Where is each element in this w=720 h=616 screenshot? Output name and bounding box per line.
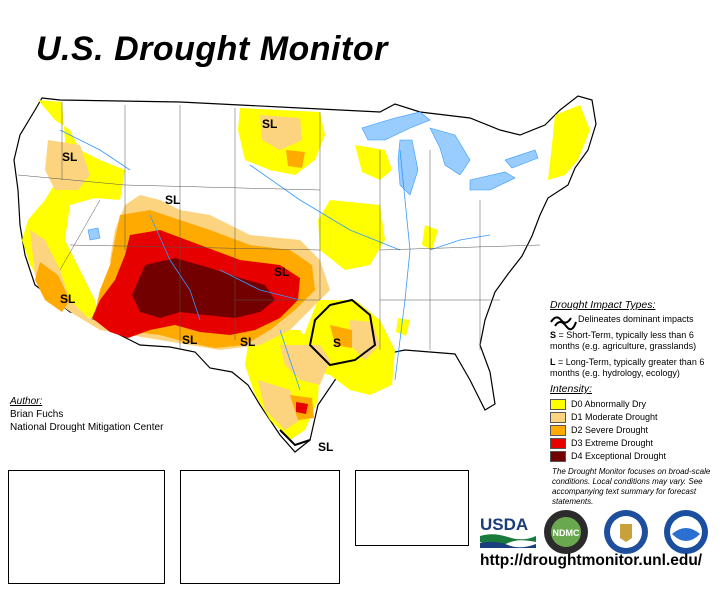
label-d1: D1 Moderate Drought — [571, 411, 658, 422]
sl-label-texas-south: SL — [318, 440, 334, 454]
d4-exceptional-drought — [132, 258, 275, 318]
swatch-d4 — [550, 450, 566, 462]
website-url[interactable]: http://droughtmonitor.unl.edu/ — [480, 552, 703, 569]
ndmc-logo-text: NDMC — [553, 528, 580, 538]
sl-label-new-mexico: SL — [182, 333, 198, 347]
sl-label-texas-west: SL — [240, 335, 256, 349]
intensity-d4: D4 Exceptional Drought — [550, 450, 720, 462]
label-d2: D2 Severe Drought — [571, 424, 649, 435]
impact-heading: Drought Impact Types: — [550, 299, 656, 311]
sl-label-utah: SL — [165, 193, 181, 207]
usda-logo: USDA — [480, 515, 536, 548]
long-term-row: L = Long-Term, typically greater than 6 … — [550, 357, 720, 379]
intensity-heading: Intensity: — [550, 383, 593, 395]
impact-line-label: Delineates dominant impacts — [578, 314, 694, 324]
puerto-rico-inset — [355, 470, 469, 546]
swatch-d1 — [550, 411, 566, 423]
alaska-inset — [8, 470, 165, 584]
usda-logo-text: USDA — [480, 515, 528, 534]
s-label-texas-east: S — [333, 336, 342, 350]
label-d3: D3 Extreme Drought — [571, 437, 654, 448]
long-term-text: = Long-Term, typically greater than 6 mo… — [550, 357, 705, 378]
legend: Drought Impact Types: Delineates dominan… — [550, 300, 720, 463]
impact-lines — [279, 298, 377, 447]
label-d0: D0 Abnormally Dry — [571, 398, 647, 409]
sl-label-oregon: SL — [62, 150, 78, 164]
intensity-list: D0 Abnormally Dry D1 Moderate Drought D2… — [550, 398, 720, 462]
author-org: National Drought Mitigation Center — [10, 422, 164, 433]
ndmc-logo: NDMC — [544, 510, 588, 554]
disclaimer-note: The Drought Monitor focuses on broad-sca… — [552, 467, 711, 506]
intensity-d1: D1 Moderate Drought — [550, 411, 720, 423]
sl-label-california: SL — [60, 292, 76, 306]
intensity-d3: D3 Extreme Drought — [550, 437, 720, 449]
short-term-key: S — [550, 330, 557, 340]
swatch-d2 — [550, 424, 566, 436]
swatch-d0 — [550, 398, 566, 410]
author-block: Author: Brian Fuchs National Drought Mit… — [10, 395, 163, 434]
hawaii-inset — [180, 470, 340, 584]
intensity-d2: D2 Severe Drought — [550, 424, 720, 436]
impact-line-sample — [554, 321, 577, 331]
swatch-d3 — [550, 437, 566, 449]
sl-label-kansas: SL — [274, 265, 290, 279]
impact-line-row: Delineates dominant impacts — [550, 314, 720, 325]
sl-label-north-dakota: SL — [262, 117, 278, 131]
noaa-logo — [664, 510, 708, 554]
short-term-text: = Short-Term, typically less than 6 mont… — [550, 330, 697, 351]
long-term-key: L — [550, 357, 556, 367]
author-heading: Author: — [10, 396, 43, 407]
short-term-row: S = Short-Term, typically less than 6 mo… — [550, 330, 720, 352]
label-d4: D4 Exceptional Drought — [571, 450, 667, 461]
author-name: Brian Fuchs — [10, 409, 64, 420]
commerce-seal — [604, 510, 648, 554]
map-title: U.S. Drought Monitor — [36, 30, 388, 68]
intensity-d0: D0 Abnormally Dry — [550, 398, 720, 410]
state-borders — [17, 102, 541, 350]
rivers — [59, 129, 491, 391]
